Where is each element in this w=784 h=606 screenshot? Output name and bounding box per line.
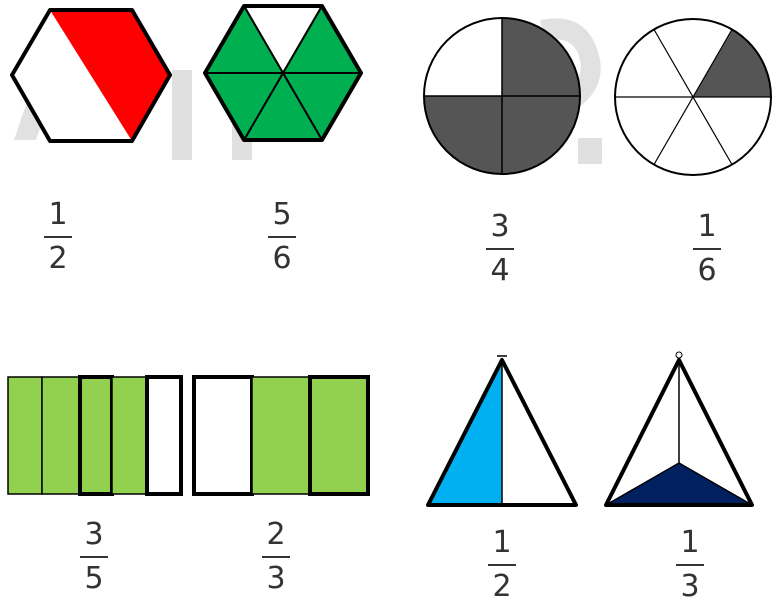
tri2-divider-2 (605, 462, 680, 506)
rect2-part-1-white (192, 375, 254, 496)
rectangle-three-fifths-green (7, 375, 183, 496)
fraction-numerator: 3 (84, 517, 104, 552)
rect2-part-2 (251, 376, 311, 495)
rect1-part-2 (41, 376, 81, 495)
watermark-dot (578, 138, 602, 164)
circle1-quarter-bottom-left (424, 96, 502, 174)
fraction-denominator: 3 (266, 561, 286, 596)
rect1-part-3 (78, 375, 114, 496)
fraction-label-5: 3 5 (74, 520, 114, 598)
fraction-label-7: 1 2 (482, 528, 522, 606)
fraction-numerator: 5 (272, 197, 292, 232)
tri2-top-mark (675, 351, 683, 359)
fraction-bar (262, 556, 290, 558)
triangle-half-blue (426, 355, 578, 507)
tri2-divider-3 (678, 462, 753, 506)
hexagon-five-sixths-green (203, 4, 363, 142)
circle1-border (423, 17, 581, 175)
fraction-denominator: 2 (48, 241, 68, 276)
fraction-numerator: 1 (48, 197, 68, 232)
rect2-part-3 (308, 375, 370, 496)
fraction-bar (486, 248, 514, 250)
circle-three-quarters-gray (423, 17, 581, 175)
fraction-denominator: 6 (697, 253, 717, 288)
fraction-denominator: 2 (492, 569, 512, 604)
fraction-bar (676, 564, 704, 566)
tri1-border (426, 358, 578, 507)
fraction-numerator: 1 (680, 525, 700, 560)
hexagon-red-half (50, 10, 170, 141)
circle1-quarter-top-right (502, 18, 580, 96)
fraction-denominator: 3 (680, 569, 700, 604)
circle-one-sixth-gray (614, 18, 772, 176)
hexagon-border (10, 8, 172, 143)
circle1-quarter-bottom-right (502, 96, 580, 174)
fraction-label-1: 1 2 (38, 200, 78, 278)
circle1-quarter-top-left-white (424, 18, 502, 96)
fraction-bar (80, 556, 108, 558)
fraction-numerator: 2 (266, 517, 286, 552)
fraction-numerator: 3 (490, 209, 510, 244)
rectangle-two-thirds-green (192, 375, 370, 496)
fraction-numerator: 1 (492, 525, 512, 560)
fraction-bar (488, 564, 516, 566)
circle2-border (614, 18, 772, 176)
fraction-bar (693, 248, 721, 250)
tri2-border (604, 358, 754, 507)
hexagon-half-red (10, 8, 172, 143)
fraction-denominator: 4 (490, 253, 510, 288)
hex2-border (203, 4, 363, 142)
circle2-divider-3 (653, 29, 733, 165)
watermark-stroke-2 (172, 70, 192, 160)
fraction-label-4: 1 6 (687, 212, 727, 290)
fraction-label-3: 3 4 (480, 212, 520, 290)
fraction-label-2: 5 6 (262, 200, 302, 278)
fraction-denominator: 5 (84, 561, 104, 596)
fraction-bar (268, 236, 296, 238)
fraction-bar (44, 236, 72, 238)
fraction-numerator: 1 (697, 209, 717, 244)
rect1-part-4 (111, 376, 148, 495)
fraction-denominator: 6 (272, 241, 292, 276)
tri2-navy-part (606, 463, 752, 505)
triangle-one-third-navy (604, 351, 754, 507)
fraction-label-8: 1 3 (670, 528, 710, 606)
rect1-part-5-white (145, 375, 183, 496)
rect1-part-1 (7, 376, 43, 495)
fraction-label-6: 2 3 (256, 520, 296, 598)
